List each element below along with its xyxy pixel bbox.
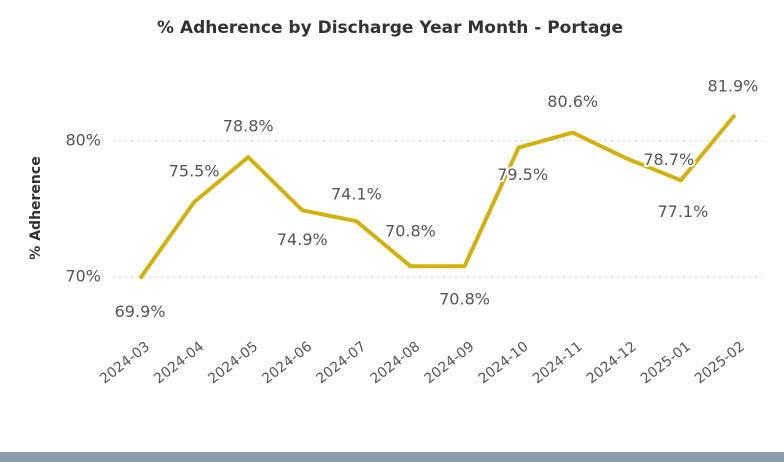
y-tick-label: 70% <box>65 267 101 286</box>
data-label: 74.1% <box>331 185 382 204</box>
chart-title: % Adherence by Discharge Year Month - Po… <box>157 18 623 38</box>
data-label: 77.1% <box>657 202 708 221</box>
data-label: 78.8% <box>223 117 274 136</box>
data-label: 81.9% <box>708 76 759 95</box>
y-axis-label: % Adherence <box>28 156 44 259</box>
data-label: 79.5% <box>497 165 548 184</box>
data-line <box>138 113 737 280</box>
data-label: 74.9% <box>277 230 328 249</box>
data-label: 70.8% <box>439 290 490 309</box>
y-tick-label: 80% <box>65 130 101 149</box>
data-label: 69.9% <box>115 302 166 321</box>
bottom-border <box>0 452 784 462</box>
data-label: 80.6% <box>547 92 598 111</box>
data-label: 70.8% <box>385 222 436 241</box>
data-label: 75.5% <box>169 162 220 181</box>
data-label: 78.7% <box>643 150 694 169</box>
